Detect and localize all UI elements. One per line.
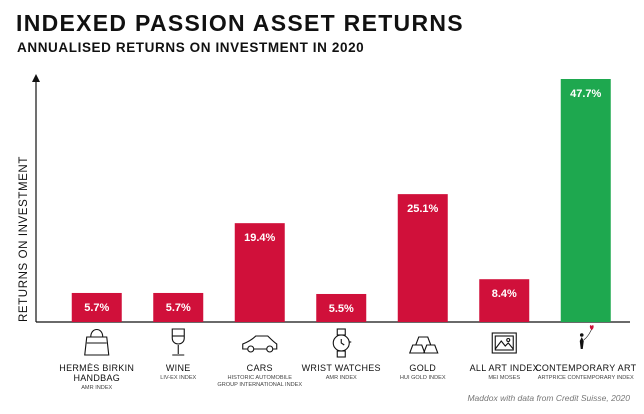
bar-value-label: 5.7% (166, 302, 191, 314)
bar (560, 79, 611, 322)
gold-bars-icon (408, 336, 439, 354)
category-label: CARS (247, 363, 273, 373)
girl-with-balloon-icon (579, 325, 594, 349)
category-label: ALL ART INDEX (470, 363, 539, 373)
category-index-label: MEI MOSES (488, 375, 520, 381)
category-label: HANDBAG (73, 373, 120, 383)
category-label: CONTEMPORARY ART (535, 363, 637, 373)
car-icon (242, 335, 278, 353)
framed-picture-icon (491, 332, 517, 354)
bar (71, 292, 122, 322)
category-index-label: HUI GOLD INDEX (400, 375, 446, 381)
chart-title: INDEXED PASSION ASSET RETURNS (16, 10, 464, 36)
bar (153, 292, 204, 322)
bar-value-label: 19.4% (244, 232, 275, 244)
y-axis-label: RETURNS ON INVESTMENT (18, 156, 30, 322)
bar (397, 194, 448, 322)
category-index-label: AMR INDEX (326, 375, 357, 381)
watch-icon (332, 328, 352, 358)
y-axis-arrow (32, 74, 40, 82)
category-label: GOLD (409, 363, 436, 373)
bar-value-label: 47.7% (570, 88, 601, 100)
bar-value-label: 5.5% (329, 303, 354, 315)
chart-subtitle: ANNUALISED RETURNS ON INVESTMENT IN 2020 (17, 40, 365, 55)
category-index-label: GROUP INTERNATIONAL INDEX (217, 382, 302, 388)
category-index-label: LIV-EX INDEX (160, 375, 196, 381)
category-index-label: HISTORIC AUTOMOBILE (228, 375, 293, 381)
wine-glass-icon (171, 328, 185, 356)
bar-value-label: 5.7% (84, 302, 109, 314)
category-index-label: ARTPRICE CONTEMPORARY INDEX (538, 375, 634, 381)
bar-value-label: 8.4% (492, 288, 517, 300)
bar (316, 293, 367, 322)
bar (234, 223, 285, 322)
category-label: HERMÈS BIRKIN (59, 363, 134, 373)
bar (479, 279, 530, 322)
category-index-label: AMR INDEX (81, 385, 112, 391)
category-label: WRIST WATCHES (302, 363, 381, 373)
handbag-icon (84, 328, 110, 356)
bar-value-label: 25.1% (407, 203, 438, 215)
category-label: WINE (166, 363, 191, 373)
source-credit: Maddox with data from Credit Suisse, 202… (467, 393, 630, 403)
